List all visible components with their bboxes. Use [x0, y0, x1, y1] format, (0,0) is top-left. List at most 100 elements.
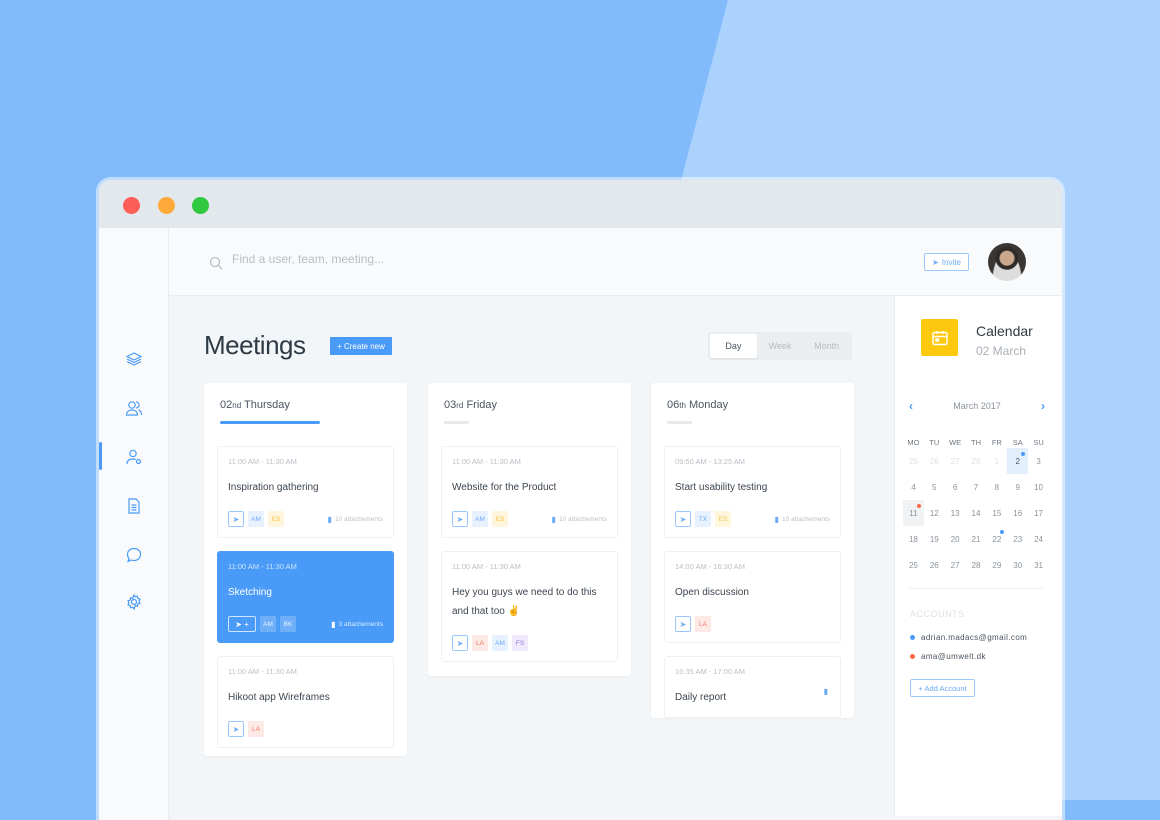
meeting-card[interactable]: 11:00 AM - 11:30 AM Hikoot app Wireframes… [217, 656, 394, 748]
paperclip-icon: ▮ [551, 514, 556, 524]
meeting-card[interactable]: 09:50 AM - 13:25 AM Start usability testi… [664, 446, 841, 538]
search-input[interactable] [232, 252, 532, 266]
close-button[interactable] [123, 197, 140, 214]
invite-button[interactable]: ➤ Invite [924, 253, 969, 271]
calendar-day[interactable]: 3 [1036, 456, 1041, 466]
view-month-tab[interactable]: Month [814, 341, 840, 351]
participant-tag[interactable]: AM [472, 511, 488, 527]
calendar-day[interactable]: 24 [1034, 534, 1044, 544]
account-color-dot [910, 635, 915, 640]
view-week-tab[interactable]: Week [768, 341, 792, 351]
calendar-day[interactable]: 26 [929, 560, 939, 570]
participant-tag[interactable]: BK [280, 616, 296, 632]
participant-tag[interactable]: AM [248, 511, 264, 527]
meeting-card[interactable]: 11:00 AM - 11:30 AM Sketching ➤ + AM BK ▮ 3 at… [217, 551, 394, 643]
calendar-day[interactable]: 21 [971, 534, 981, 544]
calendar-day[interactable]: 28 [971, 560, 981, 570]
calendar-day[interactable]: 1 [994, 456, 1000, 466]
calendar-day[interactable]: 25 [908, 456, 918, 466]
calendar-day[interactable]: 17 [1034, 508, 1044, 518]
calendar-day[interactable]: 15 [992, 508, 1002, 518]
calendar-day[interactable]: 13 [950, 508, 960, 518]
gear-icon[interactable] [125, 593, 143, 611]
calendar-day[interactable]: 12 [929, 508, 939, 518]
calendar-day[interactable]: 5 [932, 482, 937, 492]
calendar-day[interactable]: 19 [929, 534, 939, 544]
calendar-day[interactable]: 29 [992, 560, 1002, 570]
calendar-day[interactable]: 8 [994, 482, 1000, 492]
participant-tag[interactable]: LA [248, 721, 264, 737]
calendar-day[interactable]: 6 [952, 482, 958, 492]
chat-icon[interactable] [125, 546, 143, 564]
user-avatar[interactable] [988, 243, 1026, 281]
calendar-day[interactable]: 14 [971, 508, 981, 518]
meeting-card[interactable]: 16:35 AM - 17:00 AM Daily report ▮ [664, 656, 841, 718]
calendar-day[interactable]: 18 [908, 534, 918, 544]
calendar-day[interactable]: 7 [973, 482, 979, 492]
create-new-button[interactable]: + Create new [330, 337, 392, 355]
meeting-title: Sketching [228, 587, 272, 598]
view-day-tab[interactable]: Day [710, 334, 757, 358]
page-title: Meetings [204, 330, 306, 360]
prev-month-icon[interactable]: ‹ [909, 399, 913, 413]
calendar-day[interactable]: 25 [908, 560, 918, 570]
participant-tag[interactable]: LA [472, 635, 488, 651]
users-icon[interactable] [125, 399, 143, 417]
attachments[interactable]: ▮ 10 attachements [552, 515, 607, 524]
attachments[interactable]: ▮ 10 attachements [775, 515, 830, 524]
document-icon[interactable] [125, 497, 143, 515]
meeting-card[interactable]: 11:00 AM - 11:30 AM Website for the Produ… [441, 446, 618, 538]
calendar-title: Calendar [976, 323, 1033, 339]
account-item[interactable]: adrian.madacs@gmail.com [910, 633, 1027, 642]
calendar-day[interactable]: 20 [950, 534, 960, 544]
share-button[interactable]: ➤ [452, 511, 468, 527]
attachments[interactable]: ▮ 3 attachements [331, 620, 383, 629]
calendar-day[interactable]: 22 [986, 526, 1007, 552]
meeting-card[interactable]: 14:00 AM - 16:30 AM Open discussion ➤ LA [664, 551, 841, 643]
calendar-day[interactable]: 30 [1013, 560, 1023, 570]
calendar-day[interactable]: 26 [929, 456, 939, 466]
calendar-day[interactable]: 16 [1013, 508, 1023, 518]
calendar-day[interactable]: 23 [1013, 534, 1023, 544]
participant-tag[interactable]: ES [268, 511, 284, 527]
account-item[interactable]: ama@umwelt.dk [910, 652, 986, 661]
calendar-day[interactable]: 10 [1034, 482, 1044, 492]
month-label: March 2017 [953, 401, 1001, 411]
attachments[interactable]: ▮ 10 attachements [328, 515, 383, 524]
share-button[interactable]: ➤ [675, 511, 691, 527]
calendar-day[interactable]: 2 [1007, 448, 1029, 474]
participant-tag[interactable]: ES [492, 511, 508, 527]
minimize-button[interactable] [158, 197, 175, 214]
participant-tag[interactable]: TX [695, 511, 711, 527]
calendar-day[interactable]: 4 [911, 482, 916, 492]
paperclip-icon[interactable]: ▮ [823, 687, 828, 696]
participant-tag[interactable]: FS [512, 635, 528, 651]
meeting-card[interactable]: 11:00 AM - 11:30 AM Inspiration gathering… [217, 446, 394, 538]
participant-tag[interactable]: ES [715, 511, 731, 527]
share-button[interactable]: ➤ [228, 721, 244, 737]
calendar-day[interactable]: 27 [950, 456, 960, 466]
next-month-icon[interactable]: › [1041, 399, 1045, 413]
calendar-day[interactable]: 31 [1034, 560, 1044, 570]
send-icon: ➤ [456, 638, 464, 648]
day-column: 03rd Friday 11:00 AM - 11:30 AM Website fo… [428, 383, 631, 676]
meeting-title: Hey you guys we need to do this and that… [452, 587, 597, 617]
layers-icon[interactable] [125, 350, 143, 368]
share-button[interactable]: ➤ [228, 511, 244, 527]
participant-tag[interactable]: AM [260, 616, 276, 632]
maximize-button[interactable] [192, 197, 209, 214]
calendar-day[interactable]: 27 [950, 560, 960, 570]
share-button[interactable]: ➤ + [228, 616, 256, 632]
attachments-count: 10 attachements [334, 515, 383, 523]
user-settings-icon[interactable] [125, 448, 143, 466]
share-button[interactable]: ➤ [675, 616, 691, 632]
share-button[interactable]: ➤ [452, 635, 468, 651]
calendar-day[interactable]: 9 [1015, 482, 1020, 492]
weekday-label: TH [970, 437, 981, 447]
add-account-button[interactable]: + Add Account [910, 679, 975, 697]
meeting-card[interactable]: 11:00 AM - 11:30 AM Hey you guys we need … [441, 551, 618, 662]
calendar-day[interactable]: 11 [903, 500, 924, 526]
participant-tag[interactable]: LA [695, 616, 711, 632]
calendar-day[interactable]: 28 [971, 456, 981, 466]
participant-tag[interactable]: AM [492, 635, 508, 651]
